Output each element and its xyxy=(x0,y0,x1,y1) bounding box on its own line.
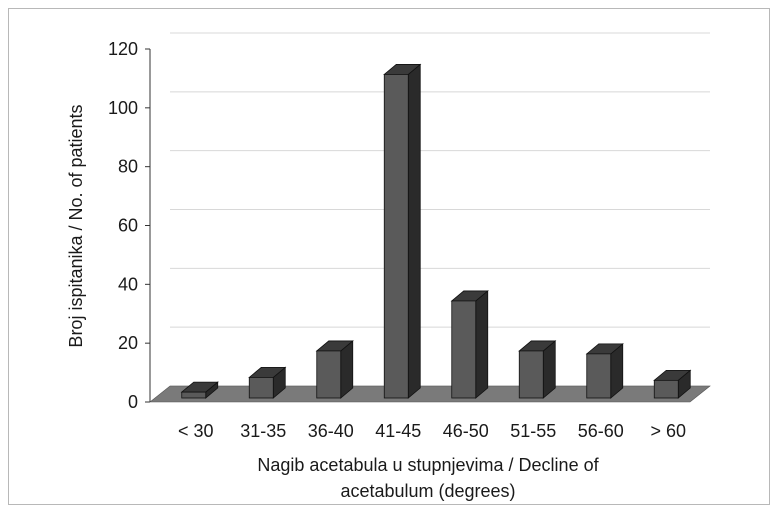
bar-1 xyxy=(248,366,287,399)
y-tick-label-0: 0 xyxy=(128,392,138,412)
x-tick-label-7: > 60 xyxy=(650,421,686,441)
x-axis-title-line-1: Nagib acetabula u stupnjevima / Decline … xyxy=(257,455,599,475)
x-tick-labels: < 30 31-35 36-40 41-45 46-50 51-55 56-60 > 60 xyxy=(178,421,686,441)
bar-side-3 xyxy=(407,63,421,399)
floor-plane xyxy=(149,385,711,403)
bar-front-0 xyxy=(181,391,207,399)
y-tick-label-5: 100 xyxy=(108,98,138,118)
y-tick-label-4: 80 xyxy=(118,157,138,177)
y-tick-labels: 0 20 40 60 80 100 120 xyxy=(108,39,138,412)
y-tick-label-3: 60 xyxy=(118,216,138,236)
bar-front-7 xyxy=(653,379,679,399)
bar-front-3 xyxy=(383,74,409,399)
bar-3 xyxy=(383,63,422,399)
x-tick-label-2: 36-40 xyxy=(308,421,354,441)
bar-2 xyxy=(315,340,354,399)
y-tick-label-6: 120 xyxy=(108,39,138,59)
x-tick-label-0: < 30 xyxy=(178,421,214,441)
bars xyxy=(180,63,692,399)
y-axis-title: Broj ispitanika / No. of patients xyxy=(66,104,86,347)
y-tick-label-2: 40 xyxy=(118,274,138,294)
bar-0 xyxy=(180,381,219,399)
bar-side-4 xyxy=(475,290,489,399)
x-tick-label-1: 31-35 xyxy=(240,421,286,441)
bar-5 xyxy=(518,340,557,399)
bar-front-6 xyxy=(586,353,612,399)
bar-front-2 xyxy=(316,350,342,399)
x-tick-label-5: 51-55 xyxy=(510,421,556,441)
bar-front-4 xyxy=(451,300,477,399)
x-tick-label-4: 46-50 xyxy=(443,421,489,441)
bar-6 xyxy=(585,343,624,399)
chart-floor xyxy=(149,385,711,403)
x-axis-title-line-2: acetabulum (degrees) xyxy=(340,481,515,501)
axes xyxy=(145,48,151,403)
x-tick-label-6: 56-60 xyxy=(578,421,624,441)
bar-front-5 xyxy=(518,350,544,399)
gridlines xyxy=(170,32,710,387)
bar-7 xyxy=(653,369,692,399)
x-tick-label-3: 41-45 xyxy=(375,421,421,441)
bar-4 xyxy=(450,290,489,399)
y-tick-label-1: 20 xyxy=(118,333,138,353)
bar-front-1 xyxy=(248,377,274,399)
